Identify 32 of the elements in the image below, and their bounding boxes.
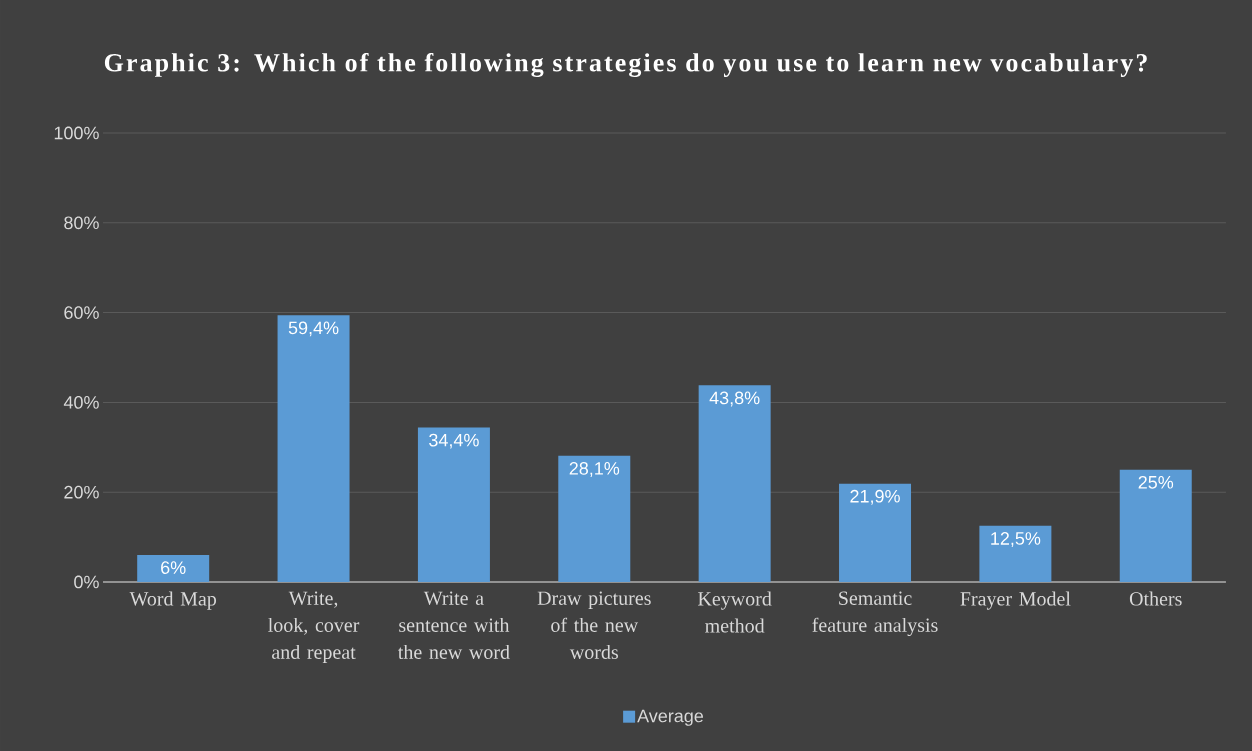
bar (558, 455, 631, 582)
y-tick-label: 80% (64, 216, 99, 230)
bar (417, 427, 490, 582)
data-label: 43,8% (709, 391, 760, 407)
bar (839, 483, 912, 582)
bar (1119, 469, 1192, 582)
x-tick-label: Others (1129, 591, 1182, 606)
data-label: 6% (161, 561, 186, 574)
bar (137, 555, 210, 582)
y-tick-label: 60% (64, 306, 99, 319)
data-label: 12,5% (991, 532, 1041, 547)
x-tick-label: Draw pictures of the new words (537, 591, 651, 659)
data-label: 34,4% (429, 433, 479, 449)
legend-label: Average (637, 709, 704, 726)
y-tick-label: 40% (63, 396, 99, 409)
x-tick-label: Word Map (129, 591, 217, 610)
chart-title: Graphic 3: Which of the following strategies do you use to learn new vocabulary? (104, 52, 1147, 78)
x-tick-label: Keyword method (698, 591, 772, 633)
y-tick-label: 100% (54, 126, 99, 140)
data-label: 28,1% (569, 462, 620, 477)
x-tick-label: Write, look, cover and repeat (268, 591, 360, 664)
data-label: 59,4% (288, 321, 339, 337)
bar (979, 525, 1052, 582)
x-tick-label: Frayer Model (960, 591, 1071, 610)
bar (277, 315, 350, 582)
x-tick-label: Write a sentence with the new word (398, 591, 510, 659)
bar (698, 385, 771, 582)
data-label: 21,9% (850, 489, 900, 505)
x-tick-label: Semantic feature analysis (812, 591, 938, 637)
y-tick-label: 20% (64, 485, 99, 499)
y-tick-label: 0% (74, 575, 99, 589)
data-label: 25% (1138, 475, 1174, 489)
